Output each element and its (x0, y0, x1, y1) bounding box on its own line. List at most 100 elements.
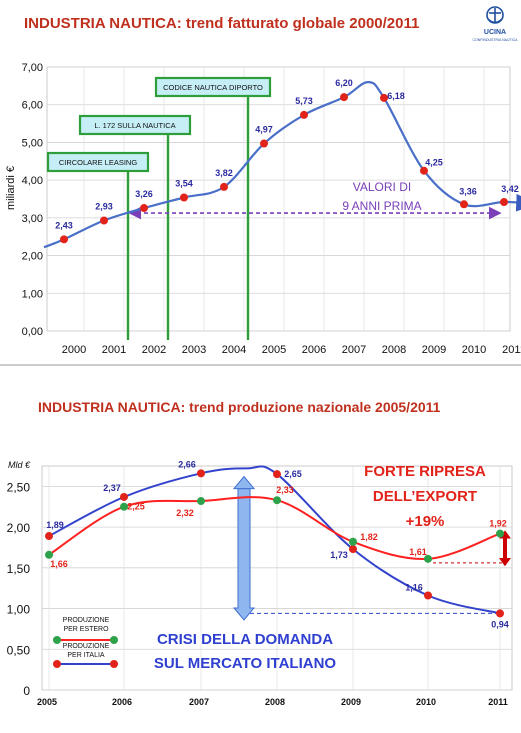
bottom-y-tick-label: 0 (23, 684, 30, 698)
export-point (197, 497, 205, 506)
revenue-point (140, 204, 148, 213)
revenue-point (500, 198, 508, 207)
crisis-text-line: SUL MERCATO ITALIANO (154, 655, 337, 672)
export-point-label: 1,82 (360, 532, 378, 542)
export-point (496, 529, 504, 538)
export-point-label: 2,33 (276, 485, 294, 495)
top-plot-area (46, 66, 511, 332)
top-y-tick-label: 5,00 (22, 137, 43, 149)
export-point (120, 502, 128, 511)
top-y-tick-label: 7,00 (22, 62, 43, 74)
legend-label-1: PRODUZIONE (63, 643, 110, 650)
top-y-tick-label: 3,00 (22, 213, 43, 225)
revenue-point-label: 5,73 (295, 96, 313, 106)
revenue-point-label: 6,20 (335, 78, 353, 88)
legend-label-1: PRODUZIONE (63, 617, 110, 624)
top-x-tick-label: 2007 (342, 344, 366, 356)
event-box (154, 76, 272, 98)
bottom-y-tick-label: 0,50 (7, 643, 31, 657)
top-axes: 0,00 1,00 2,00 3,00 4,00 5,00 6,00 7,00 2000 2001… (22, 62, 521, 356)
export-point (349, 537, 357, 546)
revenue-point-label: 3,26 (135, 189, 153, 199)
revenue-point-label: 2,93 (95, 201, 113, 211)
revenue-trend-slide: INDUSTRIA NAUTICA: trend fatturato globa… (0, 0, 521, 364)
revenue-point (340, 93, 348, 102)
export-point (424, 554, 432, 563)
top-y-tick-label: 2,00 (22, 251, 43, 263)
revenue-point (380, 93, 388, 102)
top-x-tick-label: 2001 (102, 344, 126, 356)
italy-point-label: 0,94 (491, 619, 509, 629)
top-x-tick-label: 2009 (422, 344, 446, 356)
bottom-y-axis-label: Mld € (8, 460, 31, 470)
italy-point (496, 609, 504, 618)
export-point-label: 1,61 (409, 547, 427, 557)
logo-text: UCINA (484, 29, 506, 36)
legend-marker (53, 636, 61, 644)
italy-point (349, 545, 357, 554)
italy-point (273, 470, 281, 479)
bottom-x-tick-label: 2007 (189, 697, 209, 707)
rise-arrow-down (499, 558, 511, 567)
top-y-tick-label: 4,00 (22, 175, 43, 187)
top-x-tick-label: 2005 (262, 344, 286, 356)
italy-point (197, 469, 205, 478)
revenue-trend-chart: INDUSTRIA NAUTICA: trend fatturato globa… (5, 6, 521, 356)
export-point-label: 1,92 (489, 519, 507, 529)
event-box-label: CODICE NAUTICA DIPORTO (163, 83, 263, 92)
top-x-tick-label: 2003 (182, 344, 206, 356)
ucina-logo: UCINA CONFINDUSTRIA NAUTICA (473, 6, 518, 42)
bottom-x-tick-label: 2006 (112, 697, 132, 707)
bottom-chart-title: INDUSTRIA NAUTICA: trend produzione nazi… (38, 399, 441, 415)
italy-point-label: 1,16 (405, 583, 423, 593)
export-point (45, 550, 53, 559)
italy-point-label: 2,66 (178, 459, 196, 469)
italy-point (120, 492, 128, 501)
crisis-text-line: CRISI DELLA DOMANDA (157, 631, 333, 648)
revenue-point (300, 110, 308, 119)
top-grid (46, 66, 511, 332)
legend-label-2: PER ITALIA (67, 652, 105, 659)
revenue-point (420, 166, 428, 175)
bottom-y-tick-label: 2,00 (7, 521, 31, 535)
bottom-x-tick-label: 2011 (488, 697, 508, 707)
bottom-axes: 0 0,50 1,00 1,50 2,00 2,50 2005 2006 2007 2008 200… (7, 480, 508, 707)
annotation-line-1: VALORI DI (353, 180, 411, 194)
annotation-line-2: 9 ANNI PRIMA (342, 199, 421, 213)
italy-point-label: 2,65 (284, 469, 302, 479)
legend: PRODUZIONE PER ESTERO PRODUZIONE PER ITALIA (53, 617, 118, 668)
export-point-label: 2,32 (176, 508, 194, 518)
revenue-point (60, 235, 68, 244)
top-x-tick-label: 2011 (502, 344, 521, 356)
production-trend-slide: INDUSTRIA NAUTICA: trend produzione nazi… (0, 364, 521, 728)
revenue-point-label: 3,36 (459, 186, 477, 196)
revenue-point-label: 4,25 (425, 158, 443, 168)
italy-point-label: 2,37 (103, 483, 121, 493)
italy-point (424, 591, 432, 600)
revenue-point-label: 4,97 (255, 125, 273, 135)
export-point-label: 1,66 (50, 559, 68, 569)
export-point-label: 2,25 (127, 502, 145, 512)
revenue-point (260, 139, 268, 148)
italy-point-label: 1,73 (330, 550, 348, 560)
revenue-point-label: 3,42 (501, 184, 519, 194)
nine-years-annotation: VALORI DI 9 ANNI PRIMA (128, 180, 502, 220)
revenue-point-label: 2,43 (55, 220, 73, 230)
top-x-tick-label: 2004 (222, 344, 246, 356)
bottom-y-tick-label: 2,50 (7, 480, 31, 494)
event-box (78, 114, 192, 136)
legend-marker (110, 636, 118, 644)
italy-point (45, 532, 53, 541)
top-chart-title: INDUSTRIA NAUTICA: trend fatturato globa… (24, 15, 419, 32)
headline-line: +19% (406, 513, 445, 530)
revenue-point-label: 3,82 (215, 168, 233, 178)
top-y-tick-label: 0,00 (22, 326, 43, 338)
bottom-x-tick-label: 2009 (341, 697, 361, 707)
domestic-crisis-text: CRISI DELLA DOMANDA SUL MERCATO ITALIANO (154, 631, 337, 672)
production-series-points: 1,89 2,37 2,66 2,65 1,73 1,16 0,94 1,66 2,25 2,32… (45, 459, 509, 629)
export-point (273, 496, 281, 505)
top-y-tick-label: 6,00 (22, 100, 43, 112)
top-x-tick-label: 2002 (142, 344, 166, 356)
bottom-x-tick-label: 2008 (265, 697, 285, 707)
event-box-label: CIRCOLARE LEASING (59, 158, 138, 167)
